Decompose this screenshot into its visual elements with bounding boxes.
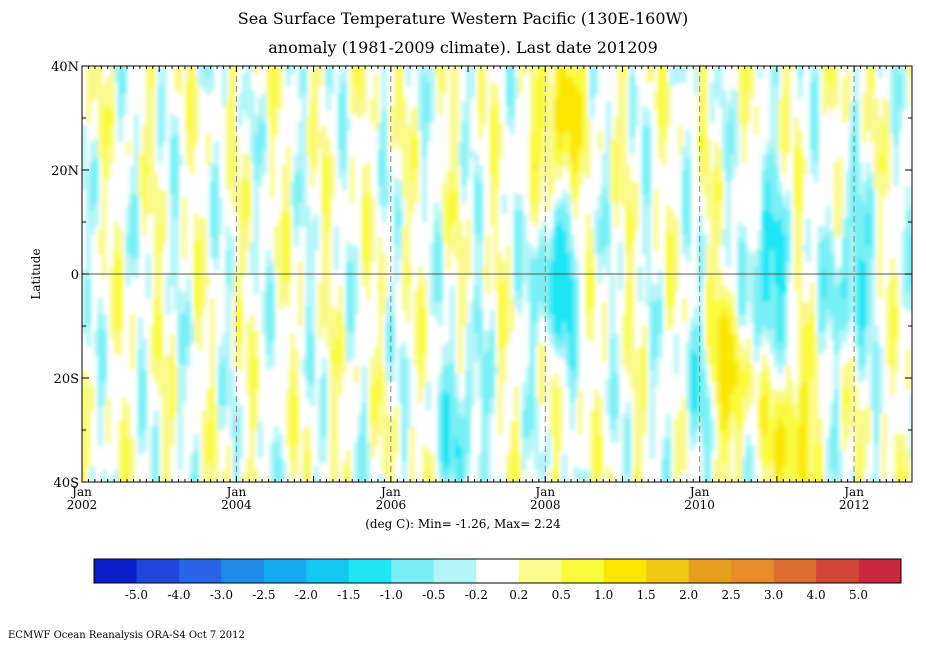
colorbar-label: -1.5 bbox=[337, 588, 360, 602]
colorbar-label: 2.0 bbox=[679, 588, 698, 602]
colorbar-label: -3.0 bbox=[210, 588, 233, 602]
colorbar-swatch bbox=[731, 559, 774, 583]
colorbar-swatch bbox=[773, 559, 817, 583]
colorbar-swatch bbox=[221, 559, 265, 583]
chart-overlay: 40N20N020S40SJan2002Jan2004Jan2006Jan200… bbox=[51, 60, 913, 512]
colorbar-label: -2.0 bbox=[295, 588, 318, 602]
colorbar-swatch bbox=[603, 559, 647, 583]
y-tick-label: 40S bbox=[54, 476, 79, 491]
colorbar-label: 1.5 bbox=[637, 588, 656, 602]
colorbar-label: 3.0 bbox=[764, 588, 783, 602]
colorbar-swatch bbox=[688, 559, 732, 583]
footer-credit: ECMWF Ocean Reanalysis ORA-S4 Oct 7 2012 bbox=[8, 630, 245, 641]
colorbar: -5.0 -4.0 -3.0 -2.5 -2.0 -1.5 -1.0 -0.5 -0.2 0.2 0… bbox=[93, 558, 902, 602]
colorbar-swatch bbox=[391, 559, 435, 583]
colorbar-swatch bbox=[136, 559, 180, 583]
colorbar-swatch bbox=[178, 559, 222, 583]
colorbar-label: -0.5 bbox=[422, 588, 445, 602]
colorbar-frame bbox=[93, 558, 902, 584]
colorbar-label: -2.5 bbox=[252, 588, 275, 602]
colorbar-swatch bbox=[518, 559, 562, 583]
x-tick-year-label: 2012 bbox=[839, 498, 870, 512]
x-tick-month-label: Jan bbox=[842, 485, 864, 499]
colorbar-label: 5.0 bbox=[849, 588, 868, 602]
chart-title-line1: Sea Surface Temperature Western Pacific … bbox=[237, 9, 689, 28]
x-tick-month-label: Jan bbox=[70, 485, 92, 499]
colorbar-swatch bbox=[561, 559, 604, 583]
colorbar-label: 0.2 bbox=[509, 588, 528, 602]
colorbar-label: -4.0 bbox=[167, 588, 190, 602]
x-tick-month-label: Jan bbox=[225, 485, 247, 499]
colorbar-label: 0.5 bbox=[552, 588, 571, 602]
colorbar-label: -1.0 bbox=[380, 588, 403, 602]
colorbar-label: -0.2 bbox=[465, 588, 488, 602]
colorbar-swatch bbox=[306, 559, 350, 583]
colorbar-swatch bbox=[646, 559, 689, 583]
heatmap-field bbox=[82, 66, 912, 482]
x-tick-year-label: 2002 bbox=[67, 498, 98, 512]
colorbar-swatch bbox=[476, 559, 520, 583]
colorbar-swatch bbox=[263, 559, 307, 583]
x-tick-month-label: Jan bbox=[688, 485, 710, 499]
x-tick-year-label: 2006 bbox=[376, 498, 407, 512]
y-tick-label: 20N bbox=[51, 164, 79, 179]
heatmap-cells bbox=[82, 66, 912, 482]
y-tick-label: 40N bbox=[51, 60, 79, 75]
colorbar-swatch bbox=[858, 559, 902, 583]
x-tick-year-label: 2010 bbox=[684, 498, 715, 512]
y-axis-label: Latitude bbox=[29, 248, 43, 299]
colorbar-label: 2.5 bbox=[722, 588, 741, 602]
x-tick-year-label: 2004 bbox=[221, 498, 252, 512]
colorbar-swatch bbox=[816, 559, 859, 583]
x-axis-caption: (deg C): Min= -1.26, Max= 2.24 bbox=[365, 517, 561, 531]
chart-title-line2: anomaly (1981-2009 climate). Last date 2… bbox=[268, 38, 658, 57]
y-tick-label: 0 bbox=[71, 268, 79, 283]
x-tick-month-label: Jan bbox=[379, 485, 401, 499]
x-tick-year-label: 2008 bbox=[530, 498, 561, 512]
colorbar-label: 4.0 bbox=[807, 588, 826, 602]
colorbar-swatch bbox=[94, 559, 137, 583]
y-tick-label: 20S bbox=[54, 372, 79, 387]
colorbar-label: 1.0 bbox=[594, 588, 613, 602]
x-tick-month-label: Jan bbox=[533, 485, 555, 499]
colorbar-swatch bbox=[348, 559, 392, 583]
colorbar-label: -5.0 bbox=[125, 588, 148, 602]
colorbar-swatch bbox=[433, 559, 477, 583]
